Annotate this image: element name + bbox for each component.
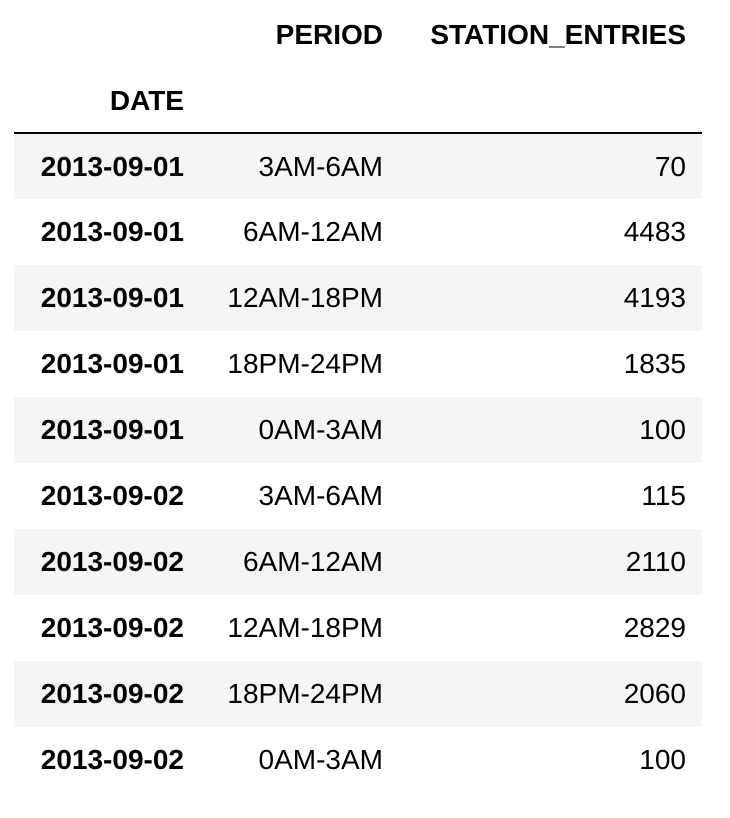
row-date: 2013-09-02: [40, 678, 184, 709]
row-period: 12AM-18PM: [227, 612, 383, 643]
table-row: 2013-09-01 18PM-24PM 1835: [14, 331, 702, 397]
table-row: 2013-09-01 0AM-3AM 100: [14, 397, 702, 463]
blank-header-cell: [399, 70, 702, 134]
table-row: 2013-09-02 3AM-6AM 115: [14, 463, 702, 529]
index-header-date: DATE: [14, 70, 200, 134]
table-row: 2013-09-02 6AM-12AM 2110: [14, 529, 702, 595]
dataframe-output: PERIOD STATION_ENTRIES DATE 2013-09-01 3…: [14, 0, 702, 793]
column-header-station-entries: STATION_ENTRIES: [430, 19, 686, 50]
row-period: 18PM-24PM: [227, 678, 383, 709]
row-station-entries: 100: [639, 414, 686, 445]
table-row: 2013-09-01 6AM-12AM 4483: [14, 199, 702, 265]
table-row: 2013-09-01 3AM-6AM 70: [14, 133, 702, 199]
table-row: 2013-09-01 12AM-18PM 4193: [14, 265, 702, 331]
row-date: 2013-09-01: [40, 216, 184, 247]
table-row: 2013-09-02 18PM-24PM 2060: [14, 661, 702, 727]
row-date: 2013-09-02: [40, 546, 184, 577]
row-date: 2013-09-02: [40, 612, 184, 643]
table-body: 2013-09-01 3AM-6AM 70 2013-09-01 6AM-12A…: [14, 133, 702, 793]
row-date: 2013-09-01: [40, 348, 184, 379]
row-station-entries: 2060: [623, 678, 686, 709]
row-period: 3AM-6AM: [258, 150, 383, 182]
index-header-row: DATE: [14, 70, 702, 134]
column-header-period: PERIOD: [275, 19, 383, 50]
row-station-entries: 4483: [623, 216, 686, 247]
row-period: 6AM-12AM: [242, 546, 383, 577]
row-period: 0AM-3AM: [258, 744, 383, 775]
row-period: 18PM-24PM: [227, 348, 383, 379]
row-station-entries: 115: [641, 480, 686, 511]
row-station-entries: 4193: [623, 282, 686, 313]
row-station-entries: 1835: [623, 348, 686, 379]
row-date: 2013-09-01: [40, 150, 184, 182]
row-period: 0AM-3AM: [258, 414, 383, 445]
row-date: 2013-09-01: [40, 282, 184, 313]
row-station-entries: 2110: [625, 546, 686, 577]
row-date: 2013-09-02: [40, 480, 184, 511]
row-station-entries: 2829: [623, 612, 686, 643]
blank-header-cell: [200, 70, 399, 134]
row-date: 2013-09-02: [40, 744, 184, 775]
table-header: PERIOD STATION_ENTRIES DATE: [14, 0, 702, 134]
dataframe-table: PERIOD STATION_ENTRIES DATE 2013-09-01 3…: [14, 0, 702, 793]
row-station-entries: 100: [639, 744, 686, 775]
row-period: 6AM-12AM: [242, 216, 383, 247]
row-station-entries: 70: [654, 150, 686, 182]
row-period: 12AM-18PM: [227, 282, 383, 313]
column-header-row: PERIOD STATION_ENTRIES: [14, 0, 702, 70]
blank-header-cell: [14, 0, 200, 70]
row-date: 2013-09-01: [40, 414, 184, 445]
table-row: 2013-09-02 12AM-18PM 2829: [14, 595, 702, 661]
row-period: 3AM-6AM: [258, 480, 383, 511]
table-row: 2013-09-02 0AM-3AM 100: [14, 727, 702, 793]
